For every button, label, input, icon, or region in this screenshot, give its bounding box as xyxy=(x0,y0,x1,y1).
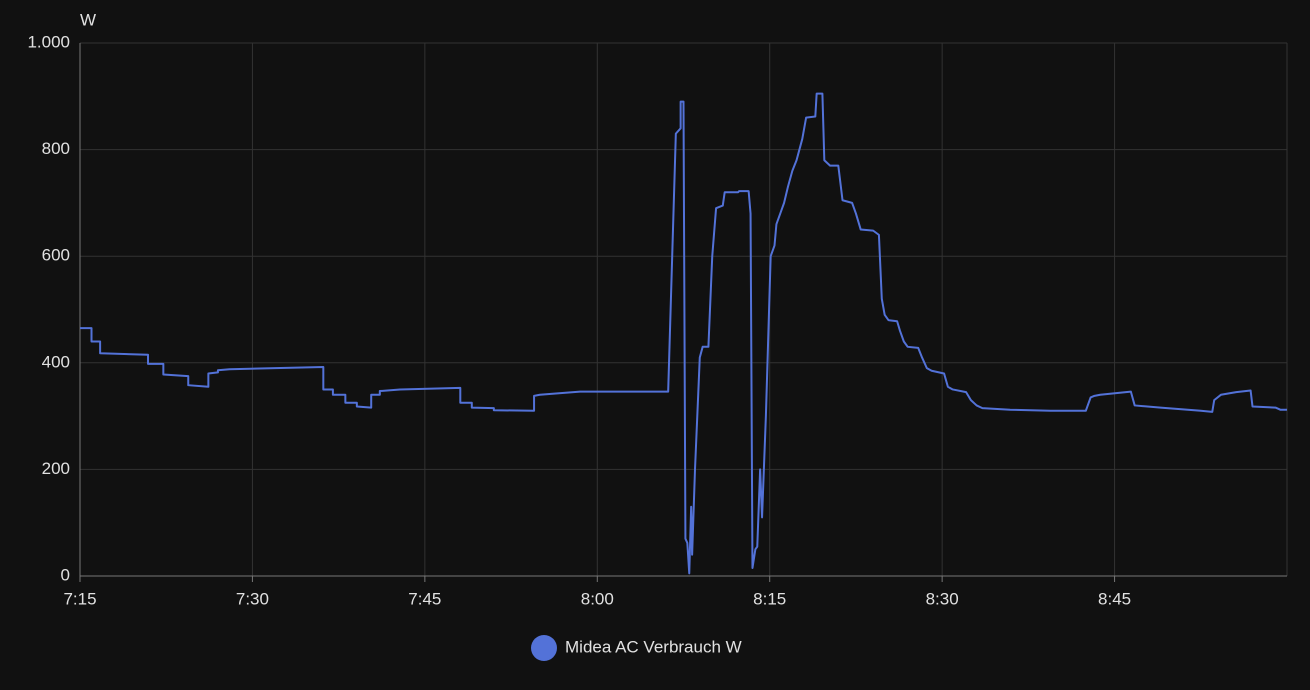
y-tick-label: 600 xyxy=(42,246,70,265)
x-tick-label: 7:45 xyxy=(408,589,441,608)
x-tick-label: 7:30 xyxy=(236,589,269,608)
y-tick-label: 0 xyxy=(61,565,70,584)
x-tick-label: 8:15 xyxy=(753,589,786,608)
y-axis-label: W xyxy=(80,10,96,29)
x-tick-label: 8:30 xyxy=(926,589,959,608)
y-tick-label: 1.000 xyxy=(27,32,70,51)
y-tick-label: 800 xyxy=(42,139,70,158)
legend-label: Midea AC Verbrauch W xyxy=(565,637,742,656)
y-tick-label: 400 xyxy=(42,352,70,371)
legend-marker xyxy=(531,635,557,661)
x-tick-label: 8:00 xyxy=(581,589,614,608)
x-tick-label: 8:45 xyxy=(1098,589,1131,608)
y-tick-label: 200 xyxy=(42,459,70,478)
data-line xyxy=(80,92,1287,575)
x-tick-label: 7:15 xyxy=(63,589,96,608)
